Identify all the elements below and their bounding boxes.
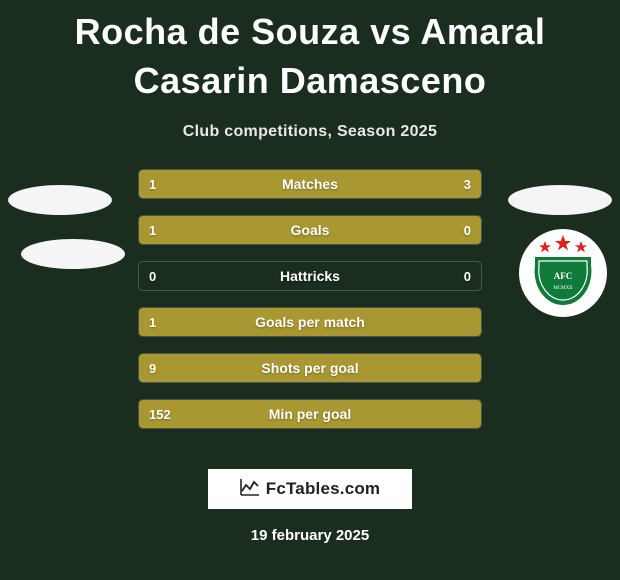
stat-row: Hattricks0 0 xyxy=(138,261,482,291)
stat-label: Matches xyxy=(139,170,481,198)
stat-row: Matches1 3 xyxy=(138,169,482,199)
chart-area: AFC MCMXII Matches13Goals10Hattricks00Go… xyxy=(0,169,620,459)
stat-label: Min per goal xyxy=(139,400,481,428)
club-left-logo-placeholder xyxy=(21,239,125,269)
subtitle: Club competitions, Season 2025 xyxy=(0,123,620,141)
player-left-photo-placeholder xyxy=(8,185,112,215)
stat-value-right: 3 xyxy=(464,170,471,198)
stat-row: Min per goal152 xyxy=(138,399,482,429)
chart-line-icon xyxy=(240,478,260,501)
stat-value-left: 1 xyxy=(149,308,156,336)
stat-value-left: 1 xyxy=(149,216,156,244)
stat-label: Hattricks xyxy=(139,262,481,290)
comparison-card: Rocha de Souza vs Amaral Casarin Damasce… xyxy=(0,0,620,580)
player-right-photo-placeholder xyxy=(508,185,612,215)
club-badge-icon: AFC MCMXII xyxy=(519,229,607,317)
stat-value-left: 1 xyxy=(149,170,156,198)
watermark-label: FcTables.com xyxy=(266,479,381,499)
date-label: 19 february 2025 xyxy=(0,527,620,544)
stat-bars: Matches13Goals10Hattricks00Goals per mat… xyxy=(138,169,482,445)
stat-value-left: 152 xyxy=(149,400,171,428)
stat-row: Goals1 0 xyxy=(138,215,482,245)
svg-text:MCMXII: MCMXII xyxy=(553,286,573,291)
watermark: FcTables.com xyxy=(208,469,412,509)
stat-value-left: 0 xyxy=(149,262,156,290)
stat-value-left: 9 xyxy=(149,354,156,382)
stat-value-right: 0 xyxy=(464,262,471,290)
svg-text:AFC: AFC xyxy=(554,271,573,281)
page-title: Rocha de Souza vs Amaral Casarin Damasce… xyxy=(0,0,620,105)
stat-row: Goals per match1 xyxy=(138,307,482,337)
stat-value-right: 0 xyxy=(464,216,471,244)
stat-label: Goals per match xyxy=(139,308,481,336)
stat-label: Shots per goal xyxy=(139,354,481,382)
club-right-logo: AFC MCMXII xyxy=(519,229,607,317)
stat-row: Shots per goal9 xyxy=(138,353,482,383)
stat-label: Goals xyxy=(139,216,481,244)
